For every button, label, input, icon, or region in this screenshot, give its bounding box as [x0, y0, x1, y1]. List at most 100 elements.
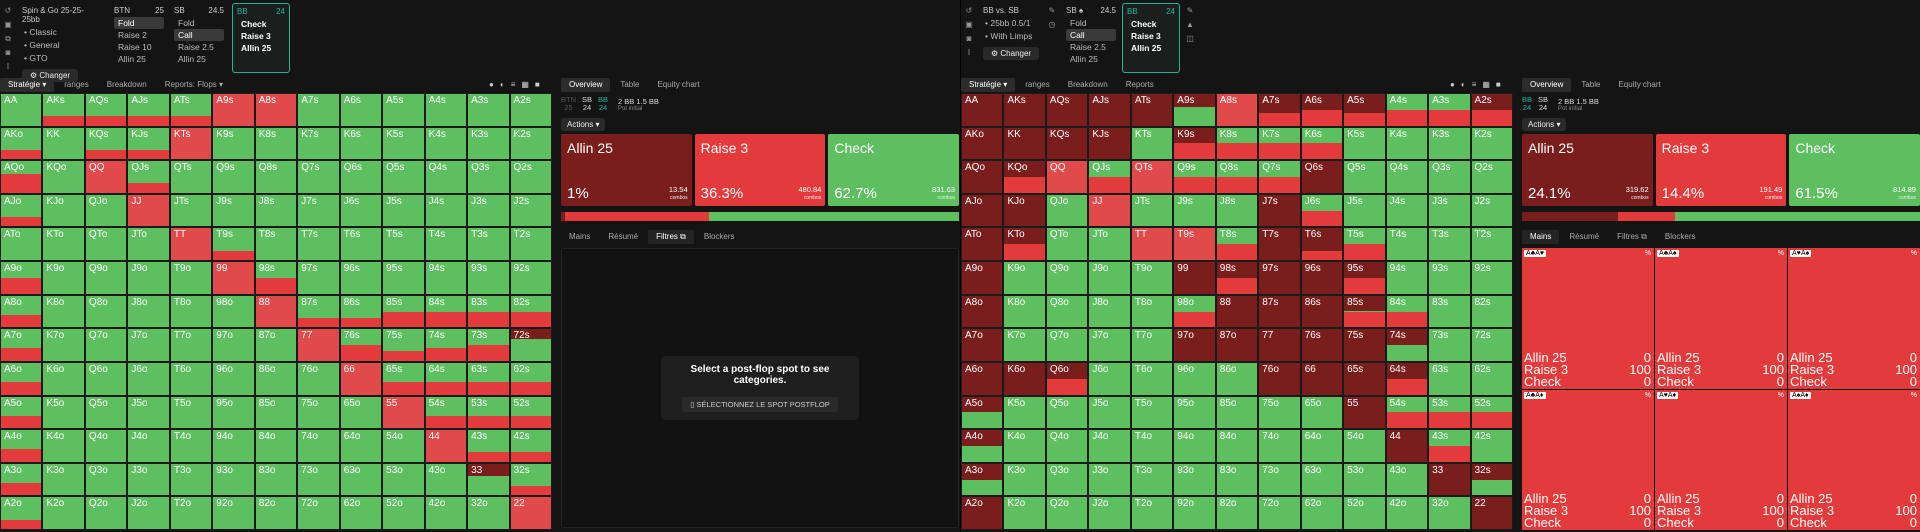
- hand-cell[interactable]: A2o: [0, 496, 43, 530]
- spot-action-item[interactable]: Allin 25: [1131, 43, 1162, 53]
- hand-cell[interactable]: K6o: [1003, 361, 1046, 396]
- hand-cell[interactable]: T5o: [169, 395, 213, 430]
- hand-cell[interactable]: 73o: [1258, 462, 1301, 497]
- hand-cell[interactable]: 65o: [1300, 395, 1344, 430]
- hand-cell[interactable]: KTs: [1130, 126, 1174, 161]
- hand-cell[interactable]: Q8s: [1215, 160, 1259, 194]
- split-icon[interactable]: ◫: [1186, 34, 1194, 43]
- hand-cell[interactable]: J6s: [339, 193, 383, 228]
- hand-cell[interactable]: 22: [1470, 496, 1513, 530]
- spot-column-sb[interactable]: SB ♠ 24.5 Fold Call Raise 2.5 Allin 25: [1062, 3, 1120, 73]
- hand-cell[interactable]: Q4s: [424, 160, 468, 194]
- hand-cell[interactable]: T9s: [1173, 227, 1216, 262]
- hand-cell[interactable]: 53o: [382, 462, 425, 497]
- hand-cell[interactable]: T6s: [339, 227, 383, 262]
- hand-cell[interactable]: J7o: [1088, 328, 1131, 362]
- hand-cell[interactable]: 83s: [467, 294, 510, 329]
- hand-cell[interactable]: T6s: [1300, 227, 1344, 262]
- hand-cell[interactable]: A7s: [1258, 93, 1301, 127]
- hand-cell[interactable]: A5o: [961, 395, 1004, 430]
- hand-cell[interactable]: AQs: [84, 93, 128, 127]
- hand-cell[interactable]: J2s: [1470, 193, 1513, 228]
- combo-card[interactable]: A♥A♠% Allin 25 0 Raise 3 100 Check 0: [1788, 248, 1920, 389]
- hand-cell[interactable]: T7o: [169, 328, 213, 362]
- hand-cell[interactable]: 94o: [212, 429, 255, 463]
- hand-cell[interactable]: T5s: [382, 227, 425, 262]
- action-box-1[interactable]: Raise 3 14.4% 191.49 combos: [1655, 134, 1787, 206]
- hand-cell[interactable]: A5s: [1343, 93, 1386, 127]
- hand-cell[interactable]: 72s: [509, 328, 552, 362]
- hand-cell[interactable]: 88: [1215, 294, 1259, 329]
- hand-cell[interactable]: 82s: [1470, 294, 1513, 329]
- hand-cell[interactable]: Q7s: [297, 160, 340, 194]
- actions-dropdown[interactable]: Actions ▾: [561, 118, 606, 131]
- actions-dropdown[interactable]: Actions ▾: [1522, 118, 1567, 131]
- hand-cell[interactable]: A9o: [0, 261, 43, 295]
- hand-cell[interactable]: 98s: [254, 261, 298, 295]
- hand-cell[interactable]: J2s: [509, 193, 552, 228]
- hand-cell[interactable]: QQ: [1045, 160, 1089, 194]
- hand-cell[interactable]: AKs: [1003, 93, 1046, 127]
- hand-cell[interactable]: 77: [297, 328, 340, 362]
- hand-cell[interactable]: 65o: [339, 395, 383, 430]
- hand-cell[interactable]: 85o: [254, 395, 298, 430]
- hand-cell[interactable]: 72o: [297, 496, 340, 530]
- hand-cell[interactable]: KJs: [1088, 126, 1131, 161]
- hand-cell[interactable]: 83o: [254, 462, 298, 497]
- hand-cell[interactable]: A9s: [1173, 93, 1216, 127]
- hand-cell[interactable]: Q7o: [84, 328, 128, 362]
- hand-cell[interactable]: A4s: [1385, 93, 1429, 127]
- detail-tab[interactable]: Blockers: [1664, 232, 1696, 241]
- overview-tab[interactable]: Overview: [1522, 78, 1572, 92]
- hand-cell[interactable]: 87s: [1258, 294, 1301, 329]
- hand-cell[interactable]: K5s: [1343, 126, 1386, 161]
- hand-cell[interactable]: 44: [424, 429, 468, 463]
- hand-cell[interactable]: J7s: [297, 193, 340, 228]
- hand-cell[interactable]: Q9o: [1045, 261, 1089, 295]
- hand-cell[interactable]: K7o: [1003, 328, 1046, 362]
- hand-cell[interactable]: T3s: [1428, 227, 1471, 262]
- hand-cell[interactable]: AQo: [0, 160, 43, 194]
- list-icon[interactable]: ≡: [510, 80, 516, 89]
- spot-action-item[interactable]: Raise 3: [1131, 31, 1161, 41]
- save-icon[interactable]: ▣: [4, 20, 12, 29]
- hand-cell[interactable]: 54o: [1343, 429, 1386, 463]
- hand-cell[interactable]: AJs: [1088, 93, 1131, 127]
- hand-cell[interactable]: J2o: [1088, 496, 1131, 530]
- hand-cell[interactable]: 32s: [509, 462, 552, 497]
- hand-cell[interactable]: J6s: [1300, 193, 1344, 228]
- hand-cell[interactable]: Q5o: [84, 395, 128, 430]
- hand-cell[interactable]: K9s: [212, 126, 255, 161]
- hand-cell[interactable]: Q9o: [84, 261, 128, 295]
- grid-tab[interactable]: Reports: [1125, 80, 1154, 89]
- hand-cell[interactable]: J7o: [127, 328, 170, 362]
- hand-cell[interactable]: AKo: [961, 126, 1004, 161]
- hand-cell[interactable]: JTo: [127, 227, 170, 262]
- spot-action-item[interactable]: Call: [174, 29, 224, 41]
- hand-cell[interactable]: JJ: [1088, 193, 1131, 228]
- hand-cell[interactable]: Q3s: [467, 160, 510, 194]
- hand-cell[interactable]: 82s: [509, 294, 552, 329]
- hand-cell[interactable]: 64o: [339, 429, 383, 463]
- hand-cell[interactable]: 77: [1258, 328, 1301, 362]
- hand-cell[interactable]: T4o: [1130, 429, 1174, 463]
- hand-cell[interactable]: J2o: [127, 496, 170, 530]
- hand-cell[interactable]: 62o: [339, 496, 383, 530]
- hand-cell[interactable]: T9o: [1130, 261, 1174, 295]
- hand-cell[interactable]: JTo: [1088, 227, 1131, 262]
- hand-cell[interactable]: K9o: [42, 261, 85, 295]
- hand-cell[interactable]: QJo: [84, 193, 128, 228]
- hand-cell[interactable]: QTs: [1130, 160, 1174, 194]
- hand-cell[interactable]: Q2s: [1470, 160, 1513, 194]
- hand-cell[interactable]: KK: [42, 126, 85, 161]
- hand-cell[interactable]: 52o: [382, 496, 425, 530]
- hand-cell[interactable]: AKo: [0, 126, 43, 161]
- hand-cell[interactable]: A4s: [424, 93, 468, 127]
- hand-cell[interactable]: 65s: [1343, 361, 1386, 396]
- hand-cell[interactable]: K3o: [1003, 462, 1046, 497]
- hand-cell[interactable]: 63o: [1300, 462, 1344, 497]
- hand-cell[interactable]: J4o: [1088, 429, 1131, 463]
- hand-cell[interactable]: 42s: [1470, 429, 1513, 463]
- hand-cell[interactable]: AJs: [127, 93, 170, 127]
- combo-card[interactable]: A♣A♥% Allin 25 0 Raise 3 100 Check 0: [1522, 248, 1654, 389]
